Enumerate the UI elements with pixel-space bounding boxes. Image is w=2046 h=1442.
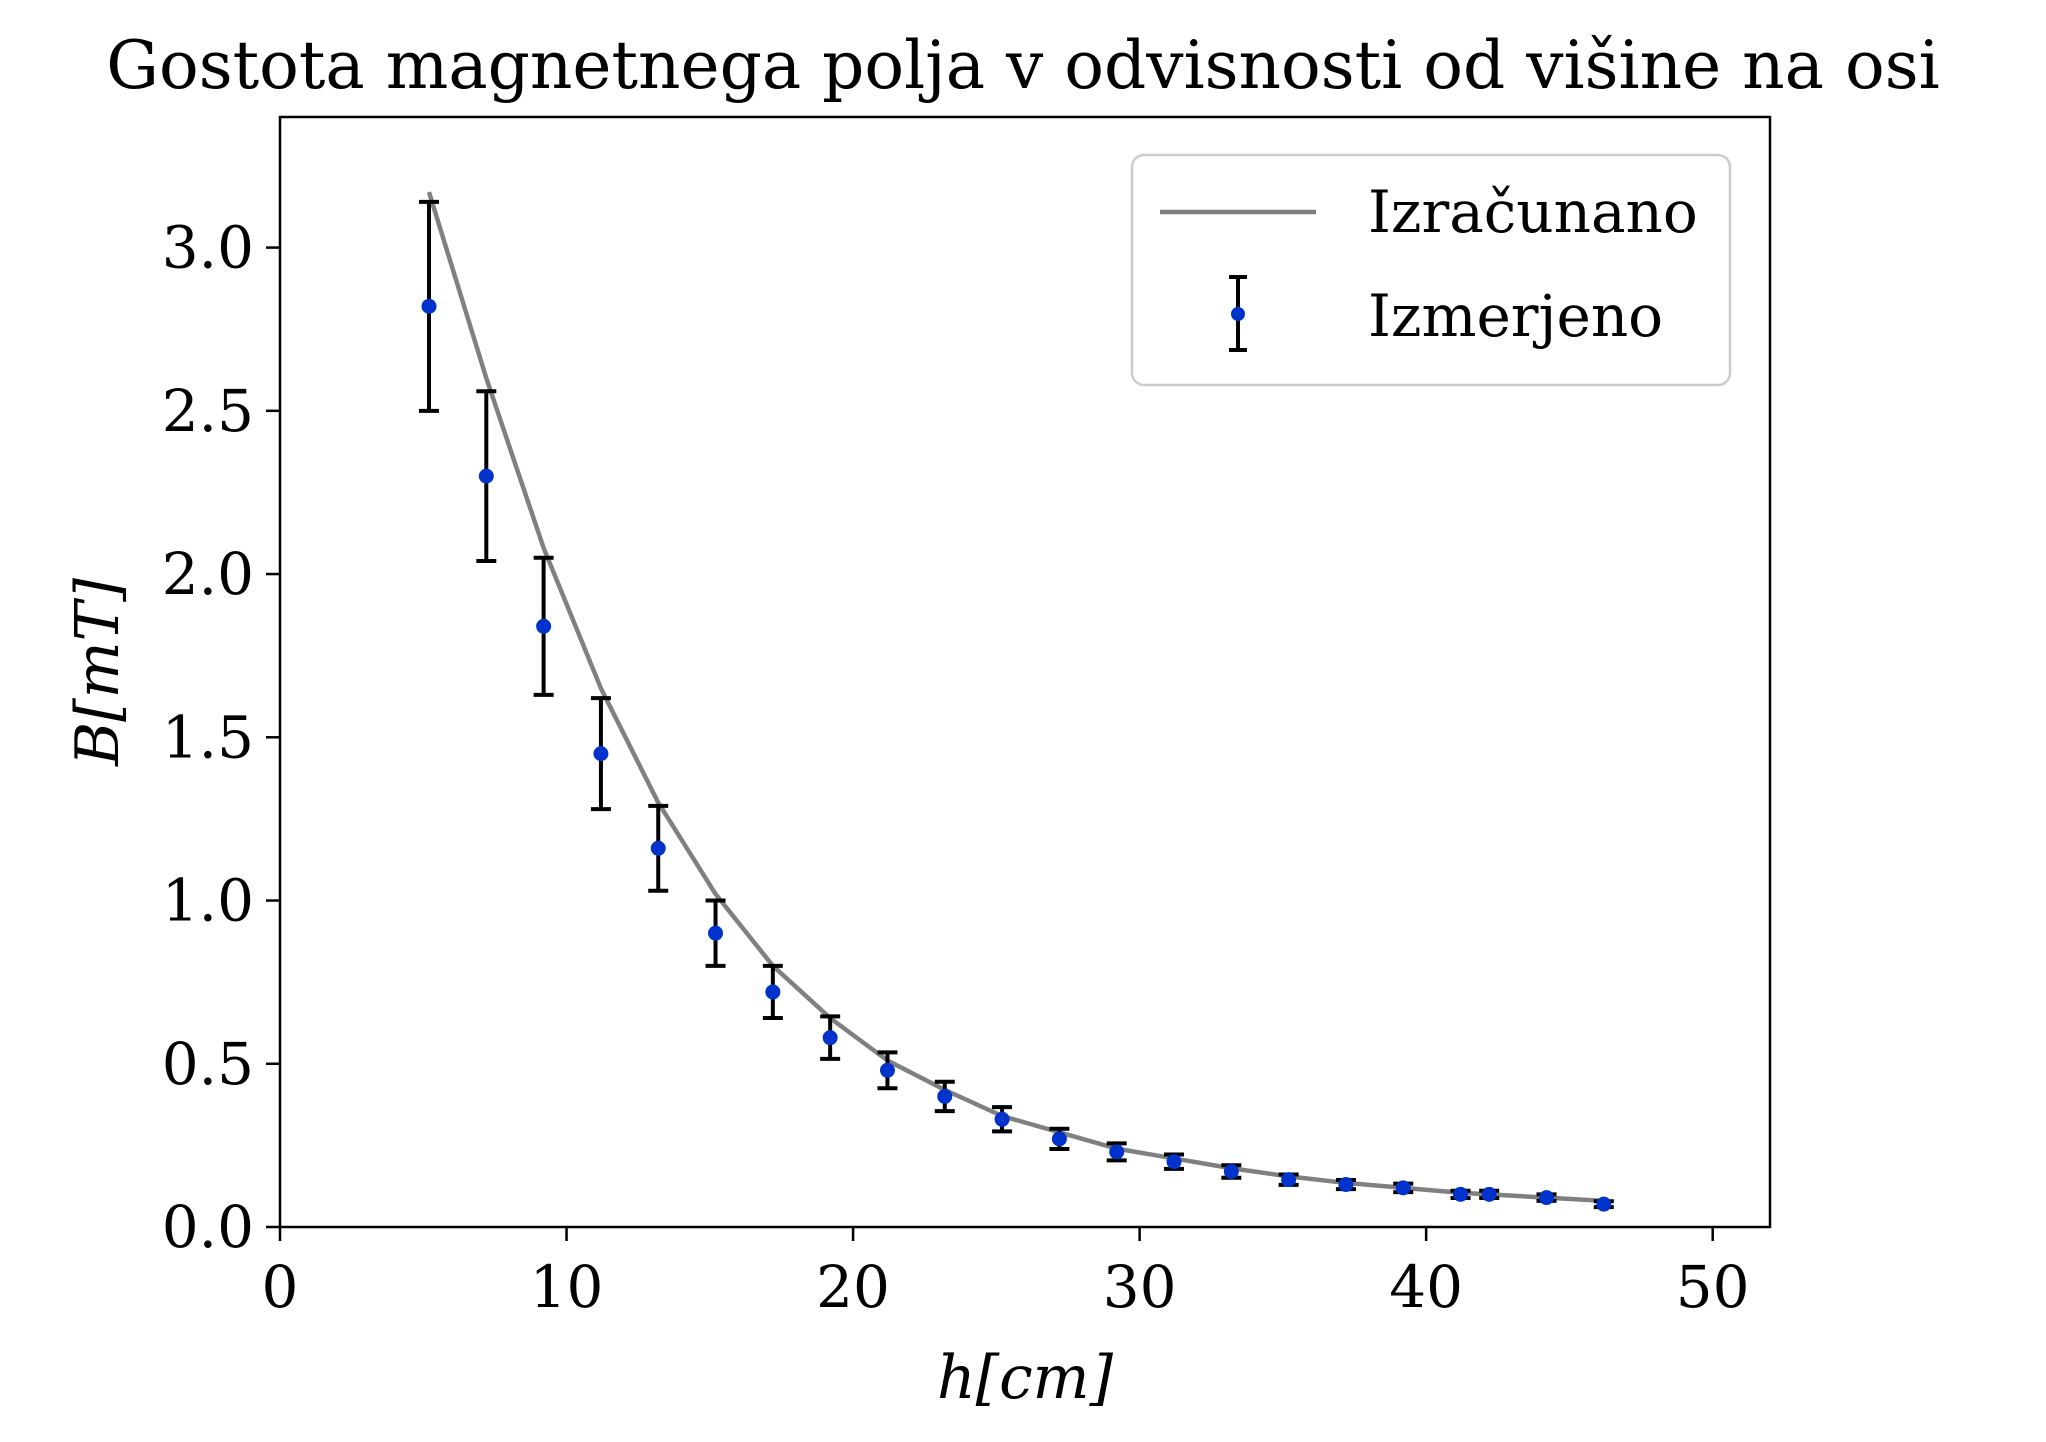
data-point bbox=[421, 298, 437, 314]
axis-ticks: 0 10 20 30 40 50 0.0 0.5 1.0 1.5 2.0 2.5 3.0 bbox=[162, 214, 1750, 1321]
legend-label-measured: Izmerjeno bbox=[1368, 282, 1663, 350]
measured-series bbox=[419, 199, 1614, 1212]
data-point bbox=[822, 1030, 838, 1046]
data-point bbox=[1481, 1186, 1497, 1202]
data-point bbox=[1109, 1144, 1125, 1160]
data-point bbox=[765, 984, 781, 1000]
x-tick-label: 50 bbox=[1676, 1253, 1750, 1321]
data-point bbox=[1453, 1186, 1469, 1202]
data-point bbox=[650, 840, 666, 856]
data-point bbox=[1281, 1172, 1297, 1188]
chart-title: Gostota magnetnega polja v odvisnosti od… bbox=[106, 27, 1939, 104]
data-point bbox=[1539, 1190, 1554, 1206]
y-axis-label: B[mT] bbox=[63, 578, 133, 767]
legend-errorbar-swatch bbox=[1229, 275, 1247, 352]
data-point bbox=[1051, 1131, 1067, 1147]
x-tick-label: 0 bbox=[262, 1253, 299, 1321]
data-point bbox=[879, 1062, 895, 1078]
x-axis-label: h[cm] bbox=[937, 1343, 1114, 1413]
legend: Izračunano Izmerjeno bbox=[1130, 153, 1732, 387]
y-tick-label: 0.0 bbox=[162, 1193, 254, 1261]
y-tick-label: 2.0 bbox=[162, 540, 254, 608]
y-tick-label: 2.5 bbox=[162, 377, 254, 445]
data-point bbox=[536, 618, 552, 634]
data-point bbox=[1395, 1180, 1411, 1196]
data-point bbox=[994, 1111, 1010, 1127]
data-point bbox=[478, 468, 494, 484]
x-tick-label: 20 bbox=[816, 1253, 890, 1321]
y-tick-label: 0.5 bbox=[162, 1030, 254, 1098]
plot-frame bbox=[278, 115, 1772, 1229]
x-tick-label: 40 bbox=[1389, 1253, 1463, 1321]
calculated-series bbox=[426, 191, 1604, 1204]
legend-label-calculated: Izračunano bbox=[1368, 178, 1698, 246]
y-tick-label: 3.0 bbox=[162, 214, 254, 282]
data-point bbox=[1223, 1164, 1239, 1179]
calculated-line bbox=[426, 191, 1604, 1204]
y-tick-label: 1.5 bbox=[162, 703, 254, 771]
x-tick-label: 10 bbox=[530, 1253, 604, 1321]
data-point bbox=[708, 925, 724, 941]
x-tick-label: 30 bbox=[1103, 1253, 1177, 1321]
data-point bbox=[593, 746, 609, 762]
data-point bbox=[1166, 1154, 1182, 1170]
data-point bbox=[1338, 1177, 1354, 1193]
y-tick-label: 1.0 bbox=[162, 867, 254, 935]
data-point bbox=[937, 1088, 953, 1104]
data-point bbox=[1596, 1196, 1612, 1212]
